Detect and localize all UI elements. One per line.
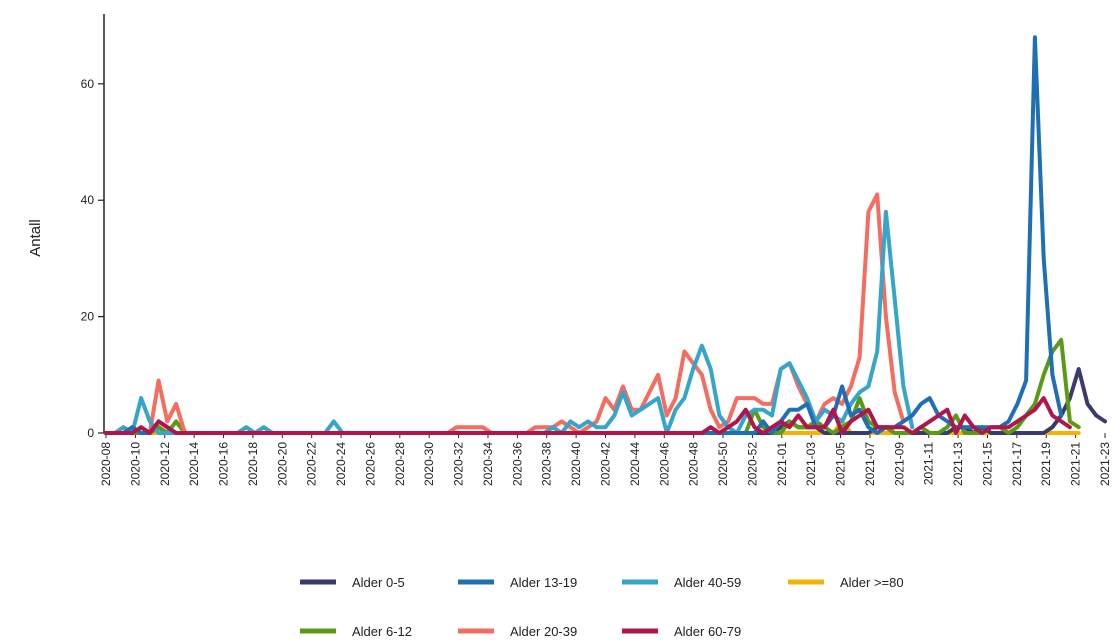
x-tick-label: 2021-01 [775,442,789,486]
legend-label-alder-13-19: Alder 13-19 [510,575,577,590]
x-tick-label: 2021-21 [1069,442,1083,486]
x-tick-label: 2020-34 [481,442,495,486]
x-tick-label: 2020-16 [217,442,231,486]
legend-label-alder-6-12: Alder 6-12 [352,624,412,639]
x-tick-label: 2020-40 [569,442,583,486]
legend-label-alder-60-79: Alder 60-79 [674,624,741,639]
x-tick-label: 2020-18 [246,442,260,486]
legend-label-alder-0-5: Alder 0-5 [352,575,405,590]
x-tick-label: 2021-23 [1098,442,1112,486]
x-tick-label: 2020-30 [422,442,436,486]
series-line-alder-20-39 [104,192,906,435]
series-line-alder-60-79 [104,396,1072,435]
series-line-alder-13-19 [104,35,1064,435]
x-tick-label: 2020-44 [628,442,642,486]
x-tick-label: 2020-50 [716,442,730,486]
x-tick-label: 2021-13 [951,442,965,486]
legend: Alder 0-5 Alder 13-19 Alder 40-59 Alder >=8… [300,575,904,639]
x-tick-label: 2020-46 [657,442,671,486]
x-tick-label: 2021-17 [1010,442,1024,486]
y-tick-label: 40 [81,193,95,207]
x-tick-label: 2020-52 [745,442,759,486]
axes: 0 20 40 60 2020-08 2020-10 2020-12 2020-14 2020-… [81,14,1112,486]
x-tick-label: 2020-38 [540,442,554,486]
x-tick-label: 2020-10 [128,442,142,486]
x-tick-label: 2021-15 [980,442,994,486]
x-tick-label: 2021-19 [1039,442,1053,486]
x-tick-label: 2020-48 [687,442,701,486]
series-lines [104,35,1107,435]
x-tick-label: 2020-24 [334,442,348,486]
x-tick-label: 2020-12 [158,442,172,486]
x-tick-label: 2020-32 [452,442,466,486]
x-tick-label: 2020-28 [393,442,407,486]
legend-label-alder-80: Alder >=80 [840,575,904,590]
legend-label-alder-40-59: Alder 40-59 [674,575,741,590]
series-line-alder-40-59 [104,209,915,435]
y-tick-label: 0 [87,426,94,440]
x-tick-label: 2020-14 [187,442,201,486]
x-tick-label: 2020-08 [99,442,113,486]
x-tick-label: 2020-20 [275,442,289,486]
y-tick-label: 60 [81,77,95,91]
x-tick-label: 2020-36 [510,442,524,486]
legend-label-alder-20-39: Alder 20-39 [510,624,577,639]
x-tick-label: 2021-09 [892,442,906,486]
x-tick-label: 2020-42 [599,442,613,486]
x-tick-label: 2020-22 [305,442,319,486]
x-tick-label: 2021-07 [863,442,877,486]
x-tick-label: 2021-05 [834,442,848,486]
y-tick-label: 20 [81,310,95,324]
x-tick-label: 2021-03 [804,442,818,486]
x-tick-label: 2020-26 [363,442,377,486]
y-axis-title: Antall [27,219,44,257]
x-tick-label: 2021-11 [922,442,936,485]
